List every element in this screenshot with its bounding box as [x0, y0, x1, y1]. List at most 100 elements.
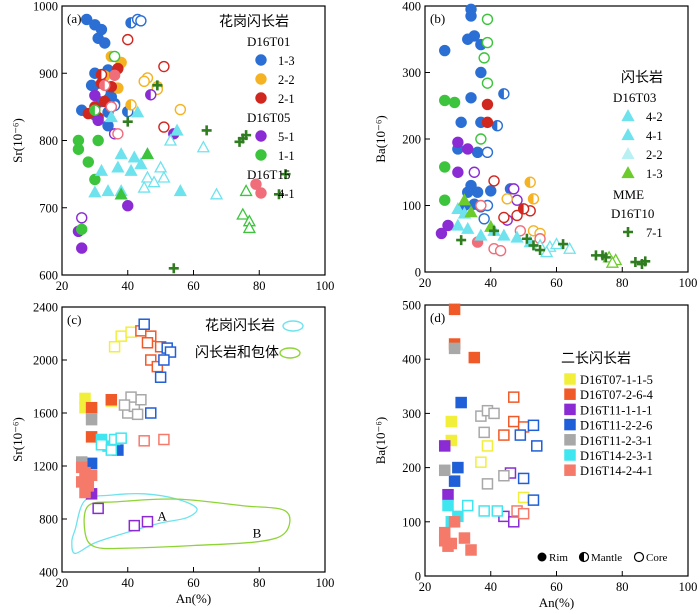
series-plus — [456, 225, 651, 270]
region-label: A — [157, 508, 167, 523]
legend-rock-label: 花岗闪长岩 — [219, 14, 289, 30]
data-point — [174, 103, 187, 116]
y-tick-label: 0 — [415, 570, 421, 584]
data-point — [517, 507, 530, 520]
data-point — [517, 203, 530, 215]
data-point — [457, 193, 472, 206]
axes: 20 40 60 80 100 400 800 1200 1600 2000 2400 — [33, 301, 334, 591]
data-point — [488, 407, 500, 420]
panel-label: (c) — [67, 312, 81, 327]
y-tick-label: 900 — [39, 67, 58, 81]
y-tick-label: 400 — [402, 353, 421, 367]
data-point — [491, 505, 504, 517]
data-point — [524, 176, 536, 188]
data-point — [531, 440, 543, 452]
data-point — [452, 166, 464, 178]
data-point — [465, 544, 477, 556]
data-point — [76, 223, 88, 235]
y-tick-label: 500 — [402, 299, 421, 313]
data-point — [108, 341, 121, 353]
panel-label: (a) — [67, 11, 81, 26]
series-D16T14-2-4-1 — [438, 505, 530, 556]
legend-label: 7-1 — [646, 226, 663, 240]
legend-marker — [255, 54, 267, 66]
data-point — [135, 15, 147, 27]
x-tick-label: 20 — [56, 576, 69, 590]
data-point — [89, 104, 101, 116]
axes: 20 40 60 80 100 0 100 200 300 400 — [402, 0, 697, 290]
x-tick-label: 80 — [253, 576, 266, 590]
data-point — [140, 147, 155, 160]
data-point — [527, 193, 540, 205]
panel-label: (d) — [430, 310, 445, 325]
data-point — [115, 432, 127, 444]
y-tick-label: 100 — [402, 199, 421, 213]
data-point — [517, 491, 530, 504]
data-point — [158, 60, 170, 73]
data-point — [481, 98, 494, 111]
legend-label: 花岗闪长岩 — [205, 318, 275, 334]
data-point — [527, 419, 540, 432]
legend-marker — [621, 128, 635, 141]
y-tick-label: 300 — [402, 66, 421, 80]
series-D16T07-2-6-4 — [448, 303, 530, 441]
series-1-1 — [72, 50, 121, 235]
data-point — [124, 163, 138, 176]
data-point — [138, 318, 150, 330]
data-point — [138, 75, 150, 88]
data-point — [478, 52, 490, 64]
legend-marker — [564, 464, 576, 476]
legend-label: 5-1 — [278, 130, 295, 144]
core-key-label: Core — [646, 552, 668, 564]
y-tick-label: 2000 — [33, 354, 58, 368]
data-point — [448, 475, 461, 487]
legend-marker — [255, 149, 267, 161]
data-point — [135, 394, 147, 406]
data-point — [445, 415, 458, 428]
series-D16T07-2-6-4 — [85, 325, 167, 443]
data-point — [173, 184, 187, 197]
data-point — [157, 170, 171, 183]
data-point — [535, 245, 546, 256]
legend-marker — [255, 73, 267, 85]
data-point — [85, 431, 98, 443]
x-tick-label: 100 — [316, 279, 335, 293]
data-point — [528, 240, 539, 251]
y-axis-title: Ba(10⁻⁶) — [373, 115, 388, 163]
legend-marker — [564, 449, 576, 461]
series-D16T11-1-1-1 — [438, 440, 520, 528]
series-pink — [471, 199, 546, 257]
data-point — [527, 494, 540, 506]
series-triangles-green — [114, 147, 256, 234]
data-point — [280, 169, 291, 180]
data-point — [474, 228, 488, 241]
panel-d: 20 40 60 80 100 0 100 200 300 400 500 Ba(10⁻⁶) An(%)… — [373, 299, 697, 611]
data-point — [439, 44, 451, 57]
data-point — [140, 170, 155, 183]
data-point — [498, 469, 510, 482]
x-tick-label: 40 — [485, 276, 498, 290]
axes: 20 40 60 80 100 600 700 800 900 1000 — [33, 0, 334, 293]
y-axis-title: Sr(10⁻⁶) — [10, 417, 25, 462]
series-D16T14-2-3-1 — [95, 432, 127, 456]
data-point — [451, 218, 465, 231]
core-key-marker — [633, 551, 645, 563]
data-point — [108, 69, 121, 81]
mantle-key-marker — [578, 551, 590, 563]
data-point — [105, 444, 118, 456]
data-point — [511, 209, 523, 222]
y-tick-label: 200 — [402, 133, 421, 147]
data-point — [461, 499, 474, 512]
x-tick-label: 100 — [316, 576, 335, 590]
data-point — [458, 532, 471, 544]
data-point — [461, 221, 475, 234]
data-point — [72, 143, 85, 155]
data-point — [501, 193, 513, 205]
legend-label: 4-1 — [278, 187, 295, 201]
data-point — [485, 185, 497, 197]
data-point — [462, 143, 474, 155]
x-tick-label: 80 — [616, 580, 629, 594]
x-tick-label: 60 — [550, 580, 563, 594]
legend-label: 2-2 — [646, 148, 663, 162]
